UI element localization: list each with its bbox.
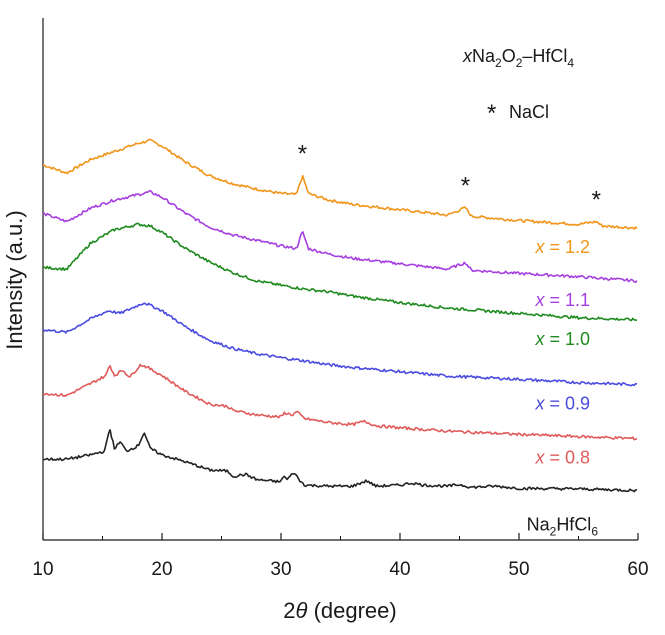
x-tick-label: 30 xyxy=(270,559,291,580)
nacl-legend-label: NaCl xyxy=(509,102,549,122)
series-line xyxy=(42,189,638,283)
series-line xyxy=(42,138,638,230)
x-tick-label: 60 xyxy=(627,559,648,580)
series-label: x = 0.9 xyxy=(534,394,590,414)
x-tick-label: 10 xyxy=(32,559,53,580)
series-line xyxy=(42,429,637,493)
nacl-markers: * * * xyxy=(298,141,601,214)
composition-title: xNa2O2–HfCl4 xyxy=(462,46,574,70)
nacl-star-marker: * xyxy=(592,186,601,213)
x-tick-label: 20 xyxy=(151,559,172,580)
series-label: x = 1.1 xyxy=(534,290,590,310)
series-line xyxy=(42,363,638,441)
series-label: x = 1.2 xyxy=(534,237,590,257)
series-group xyxy=(42,138,638,493)
y-axis-title: Intensity (a.u.) xyxy=(2,210,27,349)
series-line xyxy=(42,302,638,387)
x-tick-label: 50 xyxy=(508,559,529,580)
series-labels: x = 1.2 x = 1.1 x = 1.0 x = 0.9 x = 0.8 Na2Hf… xyxy=(527,237,599,538)
x-tick-label: 40 xyxy=(389,559,410,580)
series-label: Na2HfCl6 xyxy=(527,515,599,539)
x-axis-title: 2θ (degree) xyxy=(283,598,396,623)
nacl-legend-star: * xyxy=(487,100,496,127)
nacl-star-marker: * xyxy=(461,172,470,199)
series-label: x = 0.8 xyxy=(534,448,590,468)
series-label: x = 1.0 xyxy=(534,329,590,349)
series-line xyxy=(42,222,638,322)
nacl-star-marker: * xyxy=(298,141,307,168)
x-ticks: 10 20 30 40 50 60 xyxy=(32,533,649,580)
